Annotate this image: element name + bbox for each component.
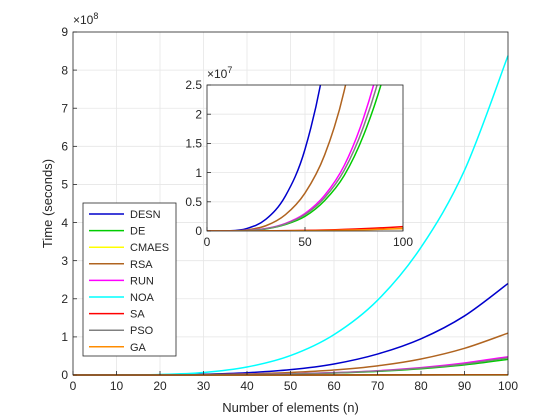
inset-series-line-desn — [207, 85, 322, 231]
main-x-tick-label: 0 — [70, 379, 77, 393]
inset-x-tick-label: 50 — [298, 235, 312, 249]
main-x-tick-label: 100 — [498, 379, 518, 393]
inset-y-exponent-label: ×107 — [207, 65, 232, 81]
legend-label-rsa: RSA — [130, 259, 153, 271]
legend-label-sa: SA — [130, 309, 145, 321]
inset-y-tick-label: 2 — [195, 107, 202, 121]
legend-label-de: DE — [130, 226, 145, 238]
legend: DESN DE CMAES RSA RUN NOA SA PSO GA — [82, 202, 177, 357]
main-y-tick-label: 6 — [61, 140, 68, 154]
legend-label-pso: PSO — [130, 325, 154, 337]
inset-y-tick-label: 1.5 — [185, 137, 202, 151]
inset-ticks: 0 50 100 0 0.5 1 1.5 2 2.5 — [185, 78, 413, 249]
main-x-tick-label: 70 — [371, 379, 385, 393]
legend-label-run: RUN — [130, 275, 154, 287]
main-y-tick-label: 9 — [61, 25, 68, 39]
inset-x-tick-label: 100 — [393, 235, 413, 249]
legend-label-desn: DESN — [130, 209, 161, 221]
y-axis-label: Time (seconds) — [40, 159, 55, 248]
main-y-tick-label: 3 — [61, 254, 68, 268]
main-x-tick-label: 30 — [197, 379, 211, 393]
inset-y-tick-label: 0.5 — [185, 195, 202, 209]
main-y-tick-label: 5 — [61, 178, 68, 192]
main-x-tick-label: 60 — [327, 379, 341, 393]
main-x-tick-label: 90 — [458, 379, 472, 393]
main-x-tick-label: 20 — [153, 379, 167, 393]
main-x-tick-label: 80 — [414, 379, 428, 393]
main-x-tick-label: 50 — [284, 379, 298, 393]
main-y-tick-label: 4 — [61, 216, 68, 230]
inset-y-tick-label: 0 — [195, 224, 202, 238]
main-y-tick-label: 7 — [61, 101, 68, 115]
main-y-tick-label: 0 — [61, 368, 68, 382]
main-y-tick-label: 8 — [61, 63, 68, 77]
inset-y-tick-label: 1 — [195, 166, 202, 180]
main-x-tick-label: 10 — [110, 379, 124, 393]
x-axis-label: Number of elements (n) — [222, 400, 359, 415]
main-y-tick-label: 1 — [61, 330, 68, 344]
inset-y-tick-label: 2.5 — [185, 78, 202, 92]
main-x-tick-label: 40 — [240, 379, 254, 393]
main-y-tick-label: 2 — [61, 292, 68, 306]
inset-x-tick-label: 0 — [204, 235, 211, 249]
legend-label-cmaes: CMAES — [130, 242, 169, 254]
main-y-exponent-label: ×108 — [73, 11, 98, 27]
legend-label-noa: NOA — [130, 292, 155, 304]
legend-label-ga: GA — [130, 342, 147, 354]
